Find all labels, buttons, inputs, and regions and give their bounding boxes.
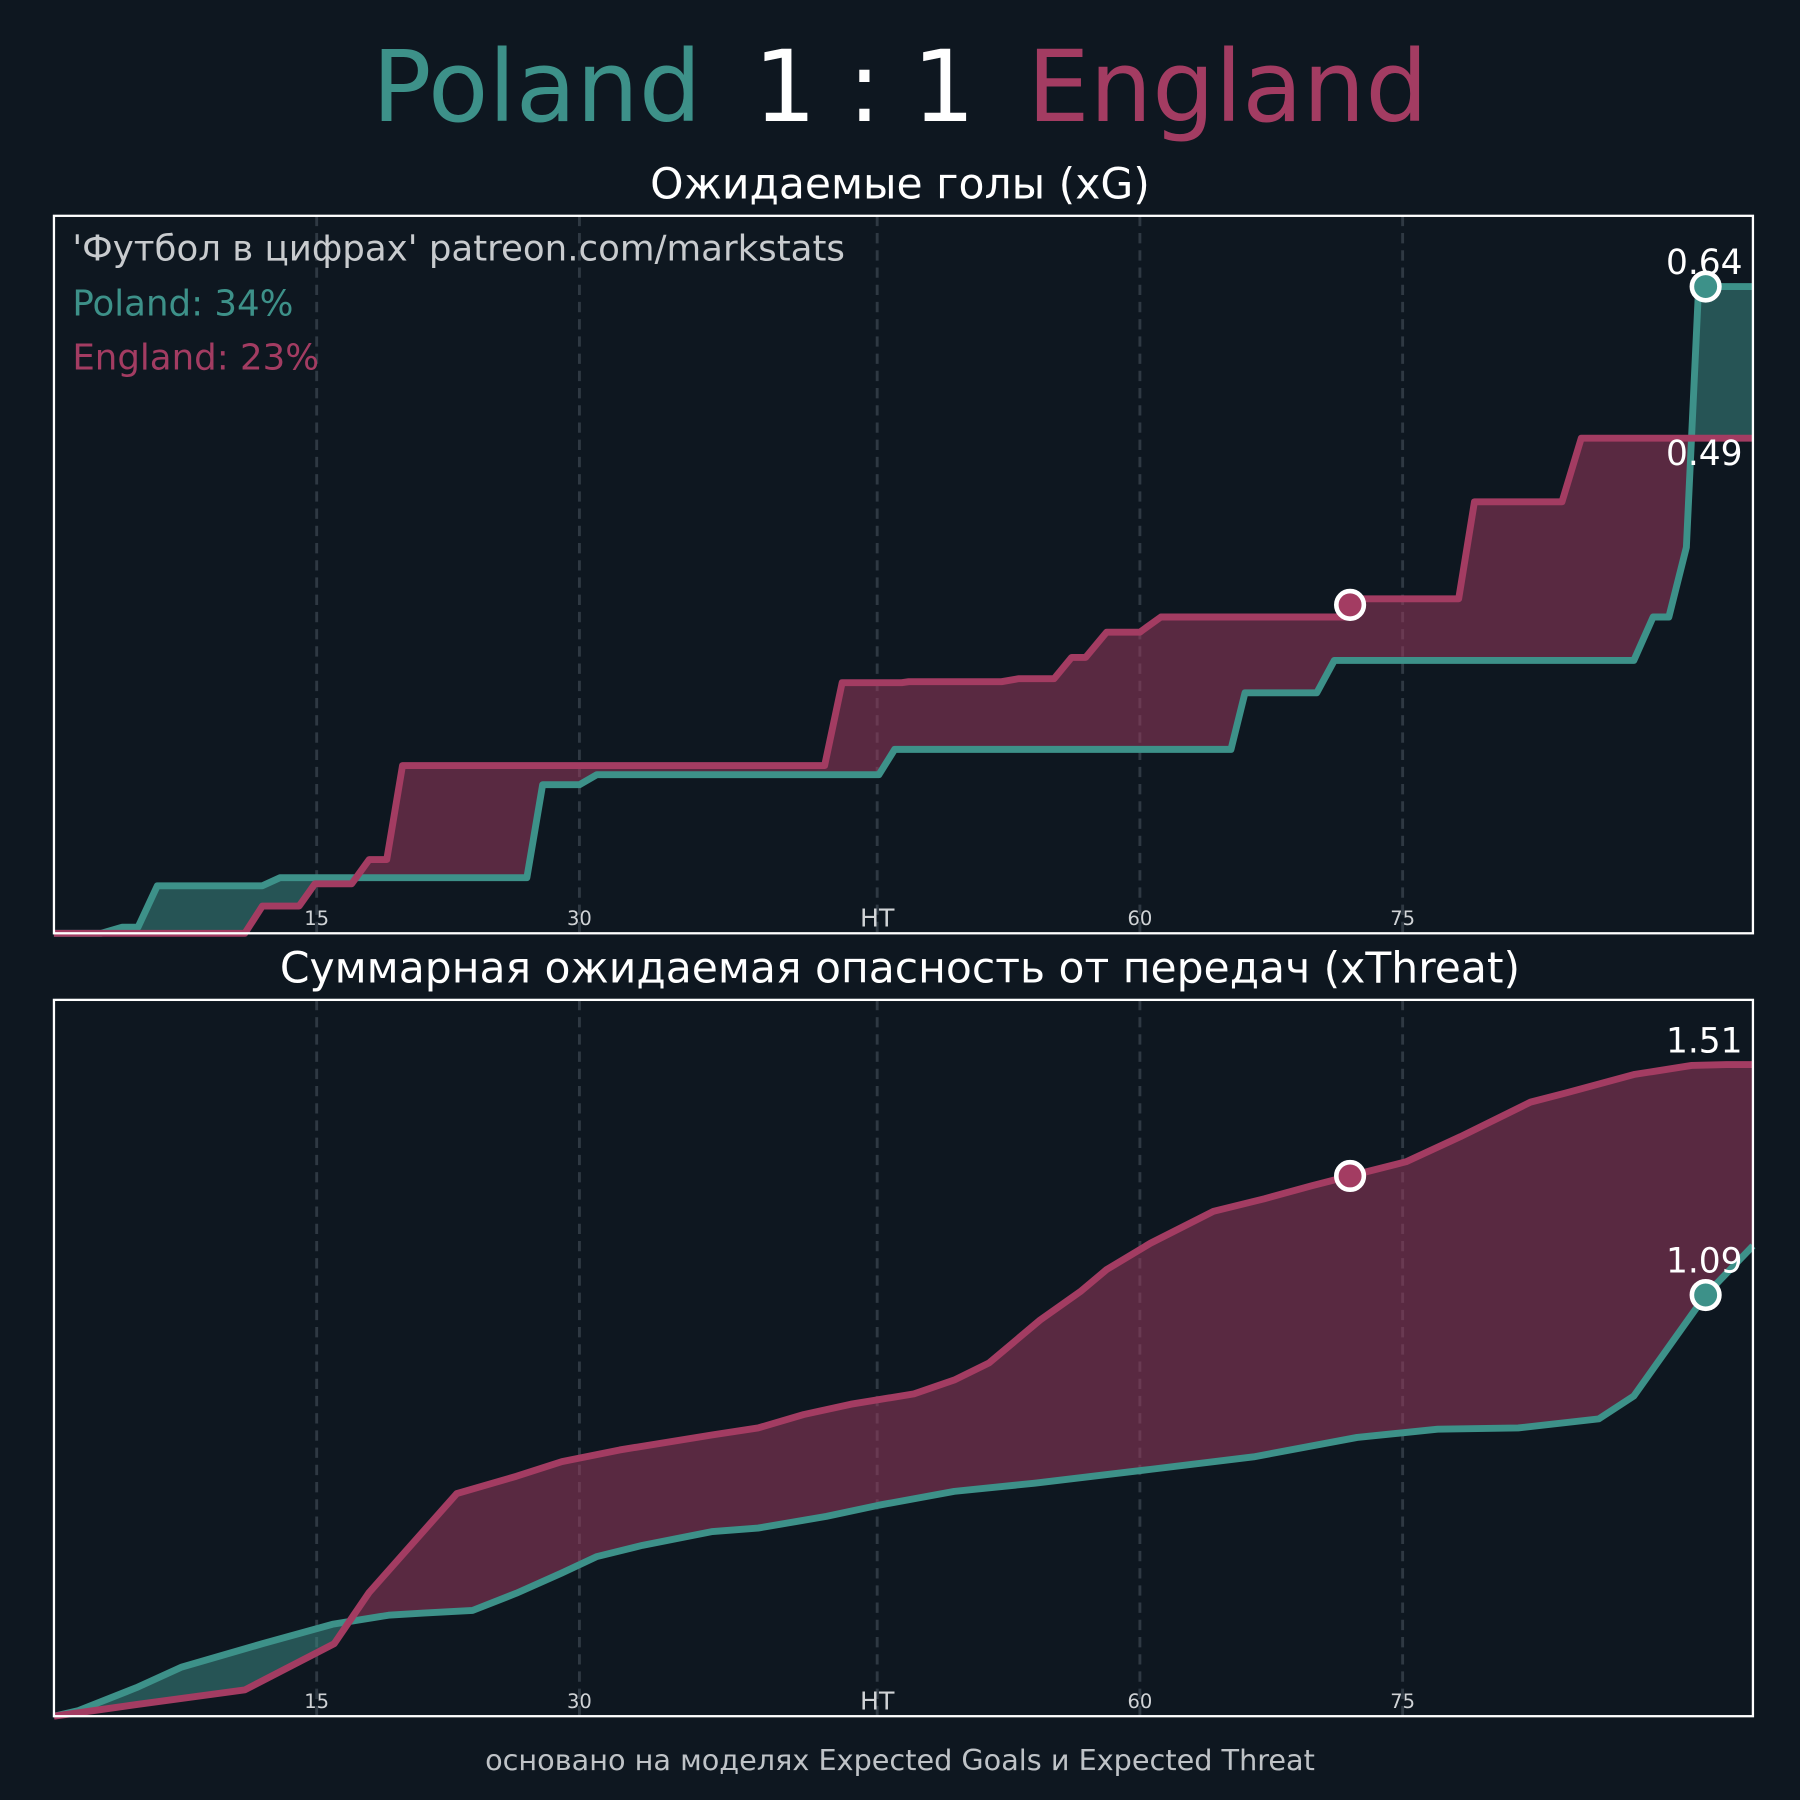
end-value-label: 0.49	[1666, 434, 1743, 474]
match-title: Poland 1 : 1 England	[372, 30, 1428, 145]
x-tick-label: 60	[1127, 1690, 1152, 1713]
goal-marker	[1689, 270, 1722, 303]
panel-frame	[52, 214, 1755, 935]
end-value-label: 1.51	[1666, 1021, 1743, 1061]
annotation: England: 23%	[72, 337, 319, 378]
annotation: Poland: 34%	[72, 283, 293, 324]
x-tick-label: 30	[567, 1690, 592, 1713]
goal-marker	[1689, 1278, 1722, 1312]
line	[53, 1243, 1756, 1720]
score: 1 : 1	[754, 30, 976, 145]
annotation: 'Футбол в цифрах' patreon.com/markstats	[72, 228, 845, 269]
x-tick-label: 15	[304, 907, 329, 930]
end-value-label: 0.64	[1666, 243, 1743, 283]
chart-title: Суммарная ожидаемая опасность от передач…	[280, 945, 1520, 994]
x-tick-label: 15	[304, 1690, 329, 1713]
goal-marker	[1334, 588, 1367, 621]
footer: основано на моделях Expected Goals и Exp…	[485, 1743, 1315, 1777]
panel-frame	[52, 998, 1755, 1718]
goal-marker	[1334, 1159, 1367, 1193]
x-tick-label: 75	[1390, 907, 1415, 930]
x-tick-label: HT	[860, 1686, 895, 1715]
x-tick-label: 30	[567, 907, 592, 930]
x-tick-label: 60	[1127, 907, 1152, 930]
x-tick-label: HT	[860, 904, 895, 933]
line	[53, 283, 1753, 937]
chart-title: Ожидаемые голы (xG)	[650, 161, 1150, 210]
home-team: Poland	[372, 30, 702, 145]
line	[53, 1061, 1753, 1720]
line	[53, 434, 1753, 937]
away-team: England	[1027, 30, 1428, 145]
x-tick-label: 75	[1390, 1690, 1415, 1713]
end-value-label: 1.09	[1666, 1242, 1743, 1282]
